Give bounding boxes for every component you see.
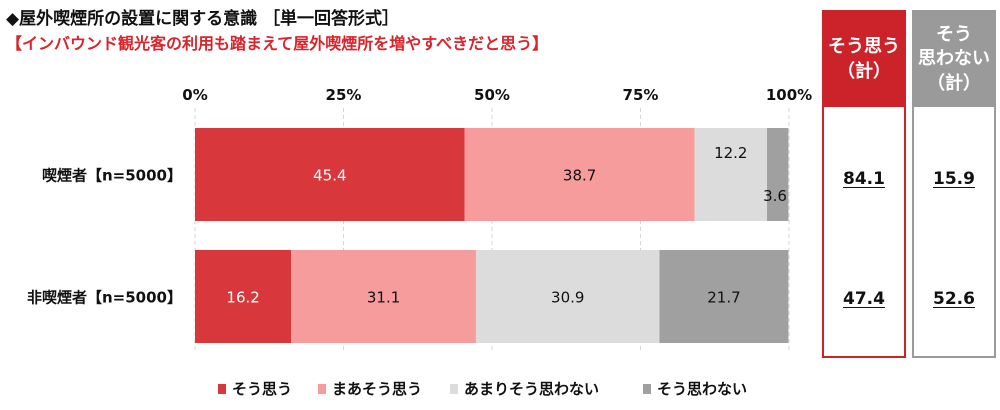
summary-agree-nonsmoker-value: 47.4 — [843, 289, 885, 309]
legend-swatch — [218, 384, 226, 394]
x-tick-label: 100% — [766, 86, 812, 104]
stacked-bar-chart: 0% 25% 50% 75% 100% 喫煙者【n=5000】 45.4 38.7 12.2 3.… — [27, 86, 812, 398]
summary-disagree-smoker-value: 15.9 — [933, 169, 975, 189]
bar-segment — [659, 250, 789, 343]
chart-title: ◆屋外喫煙所の設置に関する意識 ［単一回答形式］ — [6, 9, 399, 29]
x-tick-label: 50% — [474, 86, 510, 104]
bar-segment — [475, 250, 660, 343]
legend-label: まあそう思う — [332, 380, 422, 398]
bar-segment — [694, 128, 768, 221]
bar-segment — [464, 128, 695, 221]
data-label: 12.2 — [714, 144, 747, 162]
category-label: 喫煙者【n=5000】 — [42, 167, 182, 185]
data-label: 21.7 — [707, 289, 740, 307]
summary-disagree-box: そう 思わない （計） 15.9 52.6 — [912, 10, 996, 358]
legend-label: そう思う — [232, 380, 292, 398]
summary-agree-smoker-value: 84.1 — [843, 169, 885, 189]
summary-disagree-header: そう 思わない （計） — [914, 12, 994, 107]
legend-label: そう思わない — [657, 380, 747, 398]
legend-swatch — [643, 384, 651, 394]
x-tick-label: 0% — [182, 86, 207, 104]
summary-agree-box: そう思う （計） 84.1 47.4 — [822, 10, 906, 358]
bar-segment — [195, 250, 292, 343]
summary-agree-header: そう思う （計） — [824, 12, 904, 107]
data-label: 16.2 — [226, 289, 259, 307]
data-label: 30.9 — [551, 289, 584, 307]
data-label: 38.7 — [563, 167, 596, 185]
legend-label: あまりそう思わない — [464, 380, 599, 398]
bar-segment — [195, 128, 465, 221]
summary-disagree-nonsmoker-value: 52.6 — [933, 289, 975, 309]
x-tick-label: 75% — [623, 86, 659, 104]
legend-swatch — [450, 384, 458, 394]
bar-segment — [291, 250, 476, 343]
data-label: 45.4 — [313, 167, 346, 185]
data-label: 31.1 — [367, 289, 400, 307]
category-label: 非喫煙者【n=5000】 — [27, 289, 182, 307]
chart-subtitle: 【インバウンド観光客の利用も踏まえて屋外喫煙所を増やすべきだと思う】 — [6, 34, 549, 53]
x-tick-label: 25% — [326, 86, 362, 104]
legend-swatch — [318, 384, 326, 394]
data-label: 3.6 — [763, 187, 787, 205]
bar-segment — [767, 128, 789, 221]
